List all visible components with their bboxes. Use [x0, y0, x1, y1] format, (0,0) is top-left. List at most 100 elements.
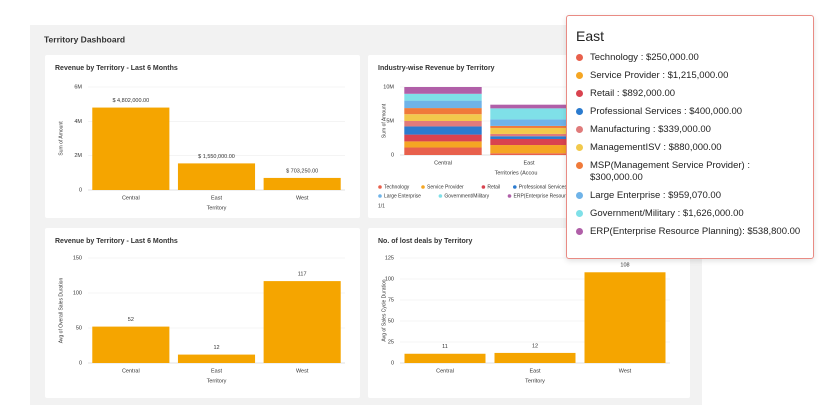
y-axis-label: Sum of Amount — [58, 121, 64, 156]
tooltip-text: Professional Services : $400,000.00 — [590, 106, 743, 117]
chart-title: Industry-wise Revenue by Territory — [378, 65, 495, 72]
data-label: $ 4,802,000.00 — [112, 98, 149, 104]
tooltip-marker — [576, 72, 583, 79]
legend-pager: 1/1 — [378, 203, 385, 209]
tooltip-text: ManagementISV : $880,000.00 — [590, 142, 722, 153]
tooltip-item: Professional Services : $400,000.00 — [576, 106, 804, 118]
tooltip-title: East — [576, 28, 605, 44]
legend-label: Professional Services — [519, 184, 568, 190]
legend-label: Technology — [384, 184, 410, 190]
legend-label: Service Provider — [427, 184, 464, 190]
x-tick-label: East — [529, 368, 540, 374]
tooltip-marker — [576, 144, 583, 151]
x-tick-label: West — [296, 195, 309, 201]
x-tick-label: East — [211, 368, 222, 374]
tooltip-text: Technology : $250,000.00 — [590, 52, 699, 63]
tooltip-list: Technology : $250,000.00 Service Provider… — [576, 52, 804, 238]
bar — [92, 107, 170, 190]
legend-marker — [421, 185, 425, 189]
bar-segment — [490, 127, 568, 134]
tooltip-marker — [576, 54, 583, 61]
tooltip-text: Manufacturing : $339,000.00 — [590, 124, 711, 135]
tooltip-item: Manufacturing : $339,000.00 — [576, 124, 804, 136]
legend-marker — [378, 185, 382, 189]
bar-segment — [490, 133, 568, 137]
tooltip-marker — [576, 108, 583, 115]
bar-segment — [490, 104, 568, 109]
y-tick-label: 10M — [383, 84, 394, 90]
bar — [177, 354, 256, 363]
y-tick-label: 0 — [391, 360, 394, 366]
tooltip-text: ERP(Enterprise Resource Planning): $538,… — [590, 226, 801, 237]
bar-segment — [404, 134, 482, 142]
x-axis-label: Territory — [207, 378, 227, 384]
bar-segment — [490, 108, 568, 120]
y-tick-label: 50 — [388, 318, 394, 324]
bar-segment — [490, 138, 568, 146]
bar-segment — [404, 108, 482, 115]
legend-label: ERP(Enterprise Resource Planning) — [514, 193, 594, 199]
chart-title: Revenue by Territory - Last 6 Months — [55, 238, 178, 245]
tooltip-text: MSP(Management Service Provider) : $300,… — [590, 160, 750, 183]
legend-label: Retail — [487, 184, 500, 190]
bar-segment — [404, 93, 482, 101]
x-axis-label: Territories (Accou — [495, 170, 538, 176]
bar — [177, 163, 256, 190]
y-tick-label: 100 — [385, 276, 394, 282]
y-tick-label: 0 — [391, 152, 394, 158]
bar — [584, 272, 666, 363]
y-tick-label: 0 — [79, 360, 82, 366]
x-tick-label: Central — [434, 160, 452, 166]
x-axis-label: Territory — [207, 205, 227, 211]
x-tick-label: Central — [436, 368, 454, 374]
card — [45, 55, 360, 218]
y-axis-label: Sum of Amount — [381, 103, 387, 138]
chart-title: Revenue by Territory - Last 6 Months — [55, 65, 178, 72]
data-label: 12 — [213, 345, 219, 351]
data-label: 108 — [620, 263, 629, 269]
legend-marker — [513, 185, 517, 189]
bar-segment — [404, 114, 482, 121]
legend-marker — [438, 194, 443, 198]
y-tick-label: 150 — [73, 255, 82, 261]
bar — [263, 281, 341, 363]
x-tick-label: Central — [122, 195, 140, 201]
data-label: $ 1,550,000.00 — [198, 154, 235, 160]
tooltip-item: Retail : $892,000.00 — [576, 88, 804, 100]
bar-segment — [404, 87, 482, 94]
data-label: 12 — [532, 343, 538, 349]
x-tick-label: Central — [122, 368, 140, 374]
tooltip-text: Government/Military : $1,626,000.00 — [590, 208, 744, 219]
tooltip-text: Large Enterprise : $959,070.00 — [590, 190, 721, 201]
tooltip-text: Service Provider : $1,215,000.00 — [590, 70, 729, 81]
tooltip-marker — [576, 126, 583, 133]
tooltip-item: Service Provider : $1,215,000.00 — [576, 70, 804, 82]
tooltip-marker — [576, 228, 583, 235]
tooltip-marker — [576, 192, 583, 199]
y-tick-label: 100 — [73, 290, 82, 296]
x-tick-label: East — [211, 195, 222, 201]
bar-segment — [404, 100, 482, 109]
y-tick-label: 50 — [76, 325, 82, 331]
y-tick-label: 0 — [79, 187, 82, 193]
tooltip-text: Retail : $892,000.00 — [590, 88, 676, 99]
bar — [92, 326, 170, 363]
bar-segment — [404, 147, 482, 155]
x-tick-label: West — [619, 368, 632, 374]
tooltip: East Technology : $250,000.00 Service Pro… — [566, 15, 814, 259]
x-axis-label: Territory — [525, 378, 545, 384]
bar-segment — [404, 141, 482, 148]
chart-title: No. of lost deals by Territory — [378, 238, 472, 245]
x-tick-label: East — [523, 160, 534, 166]
y-tick-label: 5M — [386, 118, 394, 124]
bar — [404, 353, 486, 363]
y-tick-label: 125 — [385, 255, 394, 261]
tooltip-marker — [576, 162, 583, 169]
legend-label: Government/Military — [444, 193, 489, 199]
y-tick-label: 25 — [388, 339, 394, 345]
y-axis-label: Avg of Overall Sales Duration — [58, 278, 64, 344]
y-axis-label: Avg of Sales Cycle Duration — [381, 279, 387, 341]
y-tick-label: 2M — [74, 153, 82, 159]
tooltip-marker — [576, 210, 583, 217]
